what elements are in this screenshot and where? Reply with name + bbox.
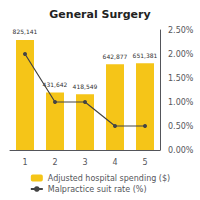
svg-text:2: 2 xyxy=(52,158,57,167)
svg-text:5: 5 xyxy=(142,158,147,167)
svg-text:3: 3 xyxy=(82,158,87,167)
svg-text:825,141: 825,141 xyxy=(13,28,38,35)
svg-text:Adjusted hospital spending ($): Adjusted hospital spending ($) xyxy=(48,174,170,183)
svg-text:418,549: 418,549 xyxy=(73,83,98,90)
svg-text:2.00%: 2.00% xyxy=(168,50,194,59)
svg-text:1: 1 xyxy=(22,158,27,167)
svg-text:2.50%: 2.50% xyxy=(168,26,194,35)
svg-text:General Surgery: General Surgery xyxy=(49,8,150,21)
svg-text:0.50%: 0.50% xyxy=(168,122,194,131)
svg-text:431,642: 431,642 xyxy=(43,81,68,88)
svg-text:4: 4 xyxy=(112,158,117,167)
svg-text:642,877: 642,877 xyxy=(103,53,128,60)
svg-text:Malpractice suit rate (%): Malpractice suit rate (%) xyxy=(48,185,147,194)
svg-text:651,381: 651,381 xyxy=(133,52,158,59)
svg-text:1.00%: 1.00% xyxy=(168,98,194,107)
svg-text:0.00%: 0.00% xyxy=(168,146,194,155)
svg-text:1.50%: 1.50% xyxy=(168,74,194,83)
